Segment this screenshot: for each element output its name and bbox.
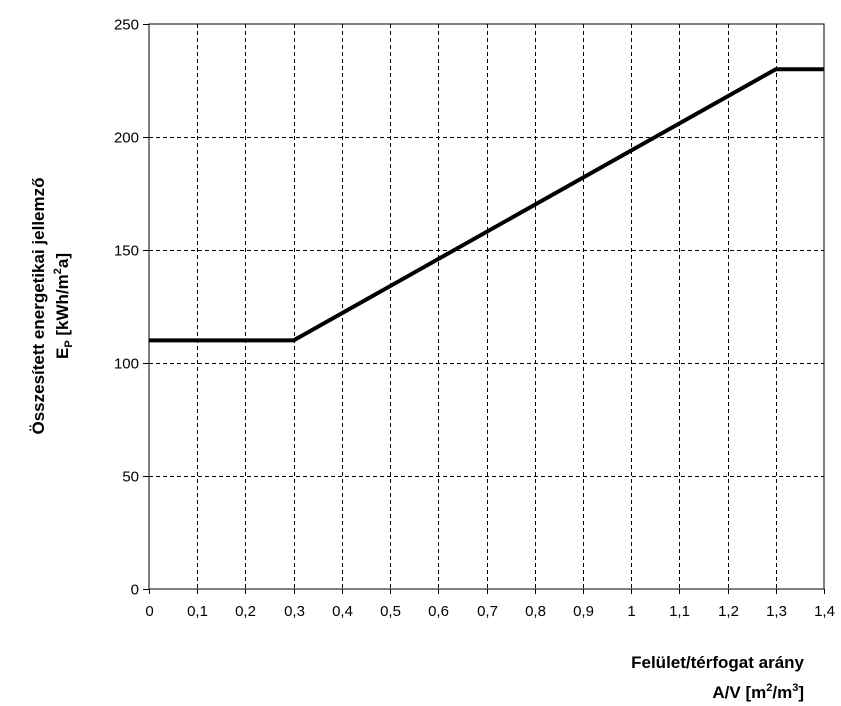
y-axis-title-line2: EP [kWh/m2a] xyxy=(52,253,75,359)
x-tick-label: 0,5 xyxy=(380,603,401,620)
x-axis-title-line1: Felület/térfogat arány xyxy=(631,653,804,672)
x-tick-label: 0 xyxy=(145,603,153,620)
x-axis-ticks: 0 0,1 0,2 0,3 0,4 0,5 0,6 0,7 0,8 0,9 1 1,1 1,2 1,3 1,… xyxy=(145,589,835,620)
x-tick-label: 0,8 xyxy=(525,603,546,620)
series-layer xyxy=(149,67,824,343)
x-tick-label: 1,1 xyxy=(669,603,690,620)
plot-frame xyxy=(148,23,825,590)
x-tick-label: 1 xyxy=(627,603,635,620)
x-tick-label: 1,4 xyxy=(814,603,835,620)
plot-area xyxy=(149,24,824,589)
y-tick-label: 50 xyxy=(122,469,139,486)
y-axis-ticks: 0 50 100 150 200 250 xyxy=(114,17,149,599)
x-tick-label: 0,4 xyxy=(332,603,353,620)
x-tick-label: 1,3 xyxy=(766,603,787,620)
x-axis-title-line2: A/V [m2/m3] xyxy=(712,682,804,702)
y-tick-label: 150 xyxy=(114,243,139,260)
y-tick-label: 0 xyxy=(131,582,139,599)
x-tick-label: 0,2 xyxy=(235,603,256,620)
x-tick-label: 0,9 xyxy=(573,603,594,620)
x-tick-label: 0,7 xyxy=(477,603,498,620)
y-tick-label: 100 xyxy=(114,356,139,373)
x-tick-label: 0,6 xyxy=(428,603,449,620)
x-tick-label: 0,3 xyxy=(284,603,305,620)
series-line xyxy=(149,67,824,343)
grid xyxy=(149,24,824,589)
y-tick-label: 250 xyxy=(114,17,139,34)
x-tick-label: 1,2 xyxy=(718,603,739,620)
y-tick-label: 200 xyxy=(114,130,139,147)
x-tick-label: 0,1 xyxy=(187,603,208,620)
y-axis-title-line1: Összesített energetikai jellemző xyxy=(29,178,48,435)
